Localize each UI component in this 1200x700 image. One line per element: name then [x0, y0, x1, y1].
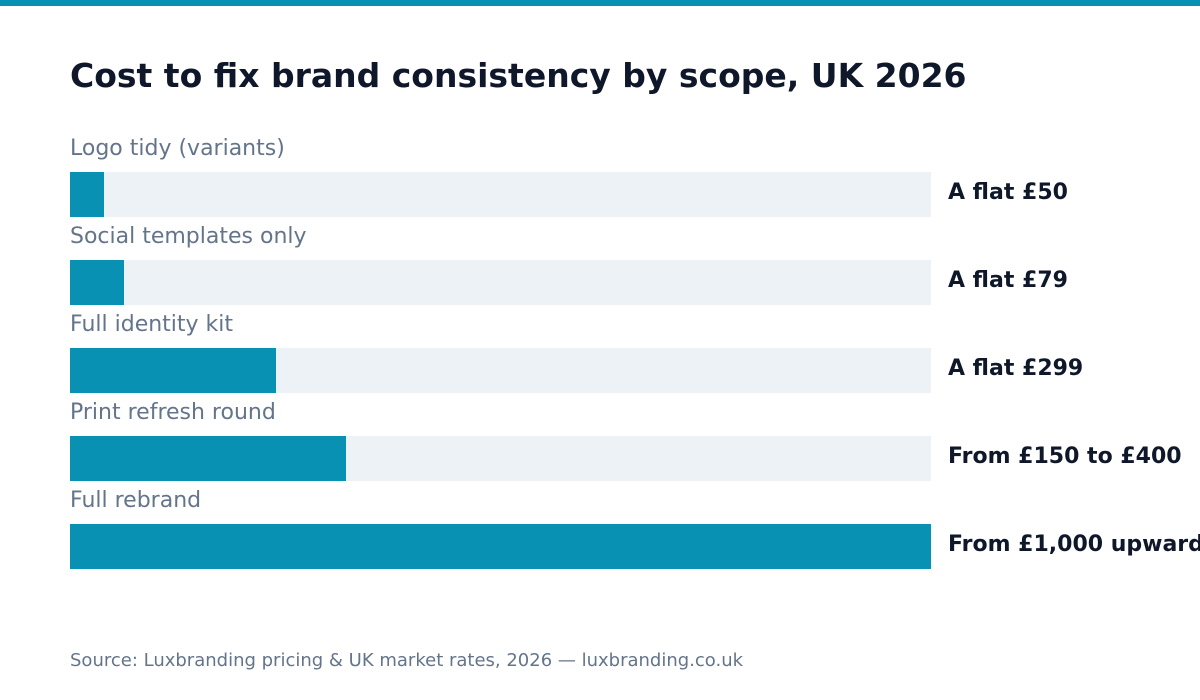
value-label: A flat £79	[948, 268, 1068, 293]
category-label: Print refresh round	[70, 400, 276, 425]
bar-row: Social templates only A flat £79	[70, 224, 1200, 312]
value-label: A flat £299	[948, 356, 1084, 381]
bar-track	[70, 172, 931, 217]
category-label: Logo tidy (variants)	[70, 136, 285, 161]
bar	[70, 172, 104, 217]
value-label: From £1,000 upward	[948, 532, 1200, 557]
source-note: Source: Luxbranding pricing & UK market …	[70, 650, 744, 671]
bar	[70, 436, 346, 481]
bar-track	[70, 524, 931, 569]
bar-track	[70, 348, 931, 393]
category-label: Social templates only	[70, 224, 307, 249]
value-label: A flat £50	[948, 180, 1068, 205]
value-label: From £150 to £400	[948, 444, 1182, 469]
bar-track	[70, 260, 931, 305]
bar	[70, 260, 124, 305]
bar	[70, 524, 931, 569]
bar-track	[70, 436, 931, 481]
category-label: Full identity kit	[70, 312, 234, 337]
bar-row: Print refresh round From £150 to £400	[70, 400, 1200, 488]
bar-row: Full rebrand From £1,000 upward	[70, 488, 1200, 576]
bar-row: Logo tidy (variants) A flat £50	[70, 136, 1200, 224]
chart-title: Cost to fix brand consistency by scope, …	[70, 56, 967, 95]
category-label: Full rebrand	[70, 488, 202, 513]
bar	[70, 348, 276, 393]
top-accent-bar	[0, 0, 1200, 6]
bar-row: Full identity kit A flat £299	[70, 312, 1200, 400]
